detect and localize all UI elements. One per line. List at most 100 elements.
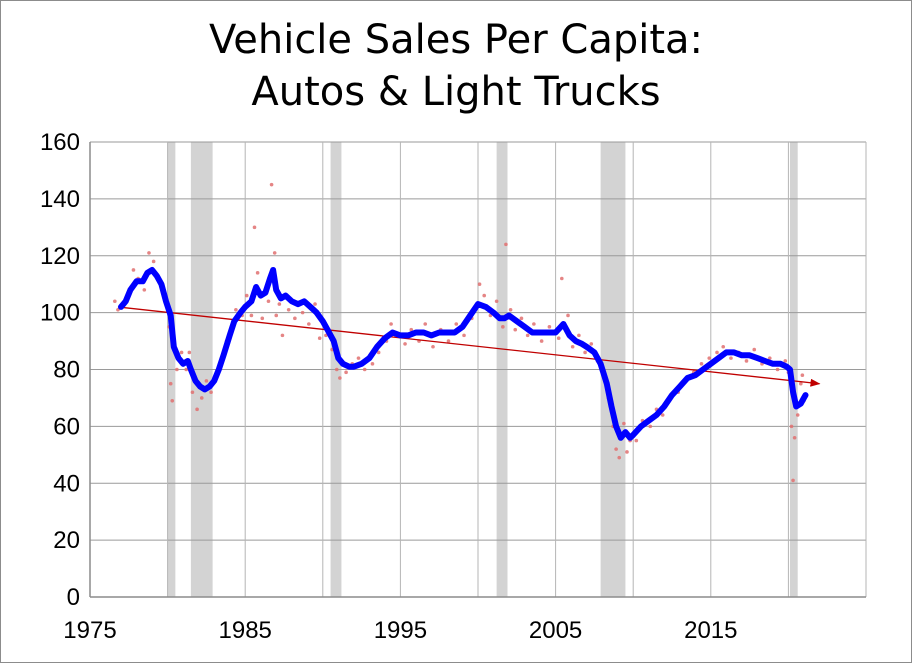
monthly-point-33 — [260, 316, 265, 321]
chart-title: Vehicle Sales Per Capita: Autos & Light … — [0, 14, 912, 118]
x-tick-label-2: 1995 — [374, 617, 427, 644]
monthly-point-22 — [209, 390, 213, 395]
monthly-point-70 — [482, 293, 487, 298]
monthly-point-36 — [272, 251, 277, 255]
monthly-point-66 — [454, 322, 459, 326]
monthly-point-15 — [179, 350, 184, 355]
monthly-point-32 — [255, 271, 260, 275]
monthly-point-67 — [462, 333, 466, 338]
y-tick-label-2: 40 — [53, 470, 80, 497]
grid-lines — [90, 141, 867, 597]
monthly-point-77 — [519, 316, 524, 321]
monthly-point-53 — [362, 367, 367, 372]
y-tick-label-7: 140 — [40, 186, 80, 213]
monthly-point-6 — [142, 288, 147, 292]
monthly-point-110 — [721, 344, 726, 349]
y-tick-label-8: 160 — [40, 129, 80, 156]
monthly-point-80 — [539, 339, 544, 343]
monthly-point-21 — [204, 379, 209, 383]
monthly-point-76 — [513, 327, 518, 332]
y-tick-labels: 0 20 40 60 80 100 120 140 160 — [40, 129, 80, 611]
monthly-point-57 — [389, 322, 393, 326]
x-tick-label-0: 1975 — [63, 617, 116, 644]
monthly-point-100 — [648, 424, 653, 429]
chart-title-line-1: Vehicle Sales Per Capita: — [208, 17, 704, 63]
monthly-point-62 — [423, 322, 428, 326]
monthly-point-55 — [376, 350, 381, 355]
x-tick-label-1: 1985 — [219, 617, 272, 644]
monthly-point-48 — [334, 367, 339, 372]
monthly-point-86 — [577, 333, 581, 338]
x-tick-labels: 1975 1985 1995 2005 2015 — [63, 617, 737, 644]
monthly-point-81 — [547, 325, 552, 329]
monthly-point-72 — [494, 299, 499, 304]
monthly-point-94 — [617, 455, 622, 460]
monthly-point-42 — [300, 310, 305, 315]
monthly-point-75 — [508, 307, 513, 312]
monthly-point-41 — [293, 316, 297, 321]
monthly-point-124 — [799, 381, 803, 386]
monthly-point-111 — [729, 356, 733, 360]
monthly-point-118 — [783, 359, 788, 363]
smoothed-series — [118, 267, 809, 441]
monthly-point-44 — [313, 302, 317, 306]
monthly-point-43 — [307, 322, 311, 326]
x-tick-label-4: 2015 — [684, 617, 737, 644]
monthly-point-16 — [184, 367, 189, 372]
y-tick-label-1: 20 — [53, 527, 80, 554]
y-tick-label-0: 0 — [67, 584, 80, 611]
monthly-dots-series — [113, 182, 806, 483]
monthly-point-37 — [274, 313, 279, 318]
monthly-point-125 — [800, 373, 805, 377]
monthly-point-18 — [190, 390, 195, 395]
monthly-point-20 — [199, 396, 204, 400]
monthly-point-95 — [622, 421, 626, 426]
monthly-point-30 — [249, 313, 254, 318]
monthly-point-13 — [170, 398, 175, 403]
y-tick-label-3: 60 — [53, 413, 80, 440]
monthly-point-114 — [752, 347, 757, 352]
monthly-point-38 — [277, 302, 282, 306]
monthly-point-113 — [744, 359, 749, 363]
monthly-point-122 — [792, 435, 797, 440]
axes — [89, 142, 866, 598]
monthly-point-85 — [570, 344, 575, 349]
monthly-point-107 — [699, 362, 704, 366]
monthly-point-69 — [477, 282, 482, 286]
monthly-point-35 — [269, 182, 274, 187]
monthly-point-17 — [187, 350, 192, 355]
monthly-point-82 — [556, 336, 561, 341]
monthly-point-79 — [532, 322, 536, 326]
monthly-point-63 — [431, 344, 435, 349]
monthly-point-65 — [446, 339, 451, 343]
monthly-point-78 — [525, 333, 530, 338]
smoothed-line — [118, 267, 809, 441]
monthly-point-19 — [195, 407, 199, 412]
monthly-point-4 — [131, 268, 136, 272]
monthly-point-84 — [566, 313, 570, 318]
monthly-point-49 — [338, 376, 342, 380]
monthly-point-123 — [795, 413, 800, 417]
monthly-point-39 — [280, 333, 285, 338]
monthly-point-109 — [715, 350, 719, 355]
monthly-point-83 — [560, 276, 564, 281]
monthly-point-40 — [286, 307, 291, 312]
x-tick-label-3: 2005 — [529, 617, 582, 644]
monthly-point-54 — [370, 362, 375, 366]
monthly-point-87 — [583, 350, 587, 355]
monthly-point-7 — [147, 251, 151, 255]
y-tick-label-4: 80 — [53, 357, 80, 384]
monthly-point-31 — [252, 225, 257, 230]
monthly-point-120 — [789, 424, 794, 429]
y-tick-label-5: 100 — [40, 300, 80, 327]
monthly-point-12 — [168, 381, 173, 386]
chart-title-line-2: Autos & Light Trucks — [251, 69, 661, 115]
monthly-point-59 — [403, 342, 407, 346]
monthly-point-88 — [589, 342, 594, 346]
monthly-point-102 — [660, 413, 665, 417]
monthly-point-96 — [625, 450, 629, 454]
monthly-point-50 — [344, 370, 348, 375]
monthly-point-93 — [614, 447, 618, 451]
monthly-point-74 — [504, 242, 508, 247]
monthly-point-45 — [317, 336, 322, 341]
